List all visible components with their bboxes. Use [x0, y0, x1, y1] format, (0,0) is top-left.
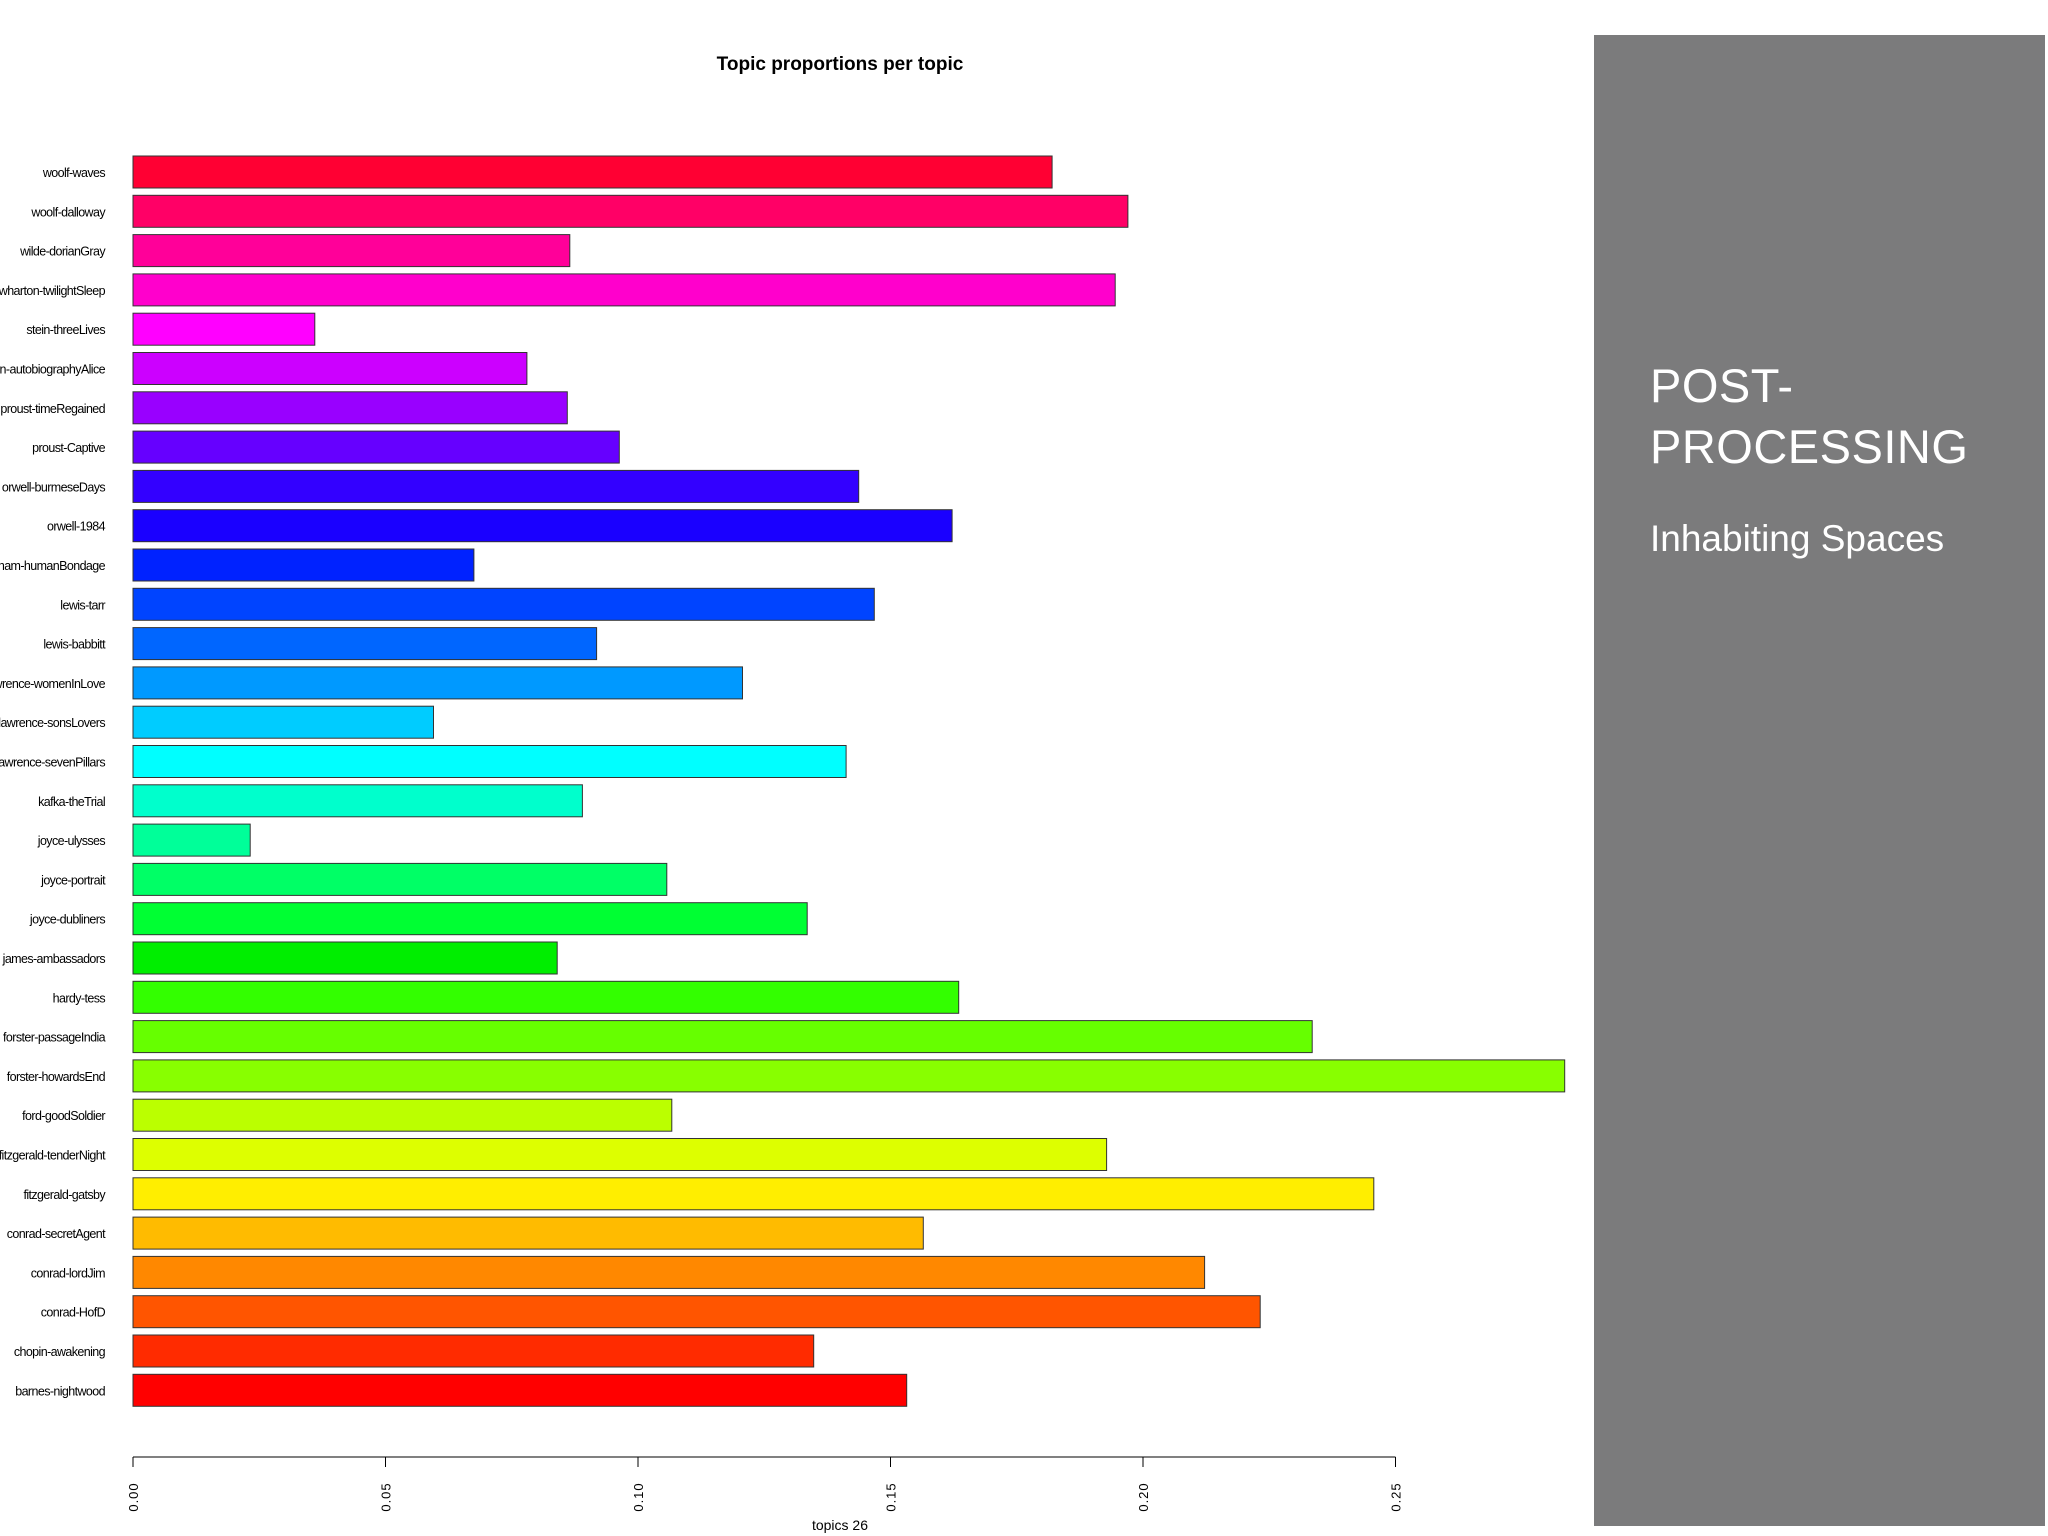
- category-label: lawrence-sonsLovers: [0, 716, 105, 730]
- bar-wilde-dorianGray: [132, 234, 571, 268]
- bar-lewis-tarr: [132, 587, 875, 621]
- bar-chart: Topic proportions per topic woolf-wavesw…: [0, 54, 1566, 1533]
- category-label: james-ambassadors: [2, 952, 106, 966]
- x-tick-label: 0.10: [631, 1482, 646, 1511]
- bar-lawrence-sevenPillars: [132, 745, 847, 778]
- bar-orwell-1984: [132, 509, 953, 543]
- category-label: lewis-tarr: [60, 598, 105, 612]
- bar-orwell-burmeseDays: [132, 469, 860, 503]
- bar-joyce-dubliners: [132, 902, 808, 936]
- category-label: proust-timeRegained: [0, 402, 105, 416]
- bar-woolf-dalloway: [132, 194, 1129, 228]
- category-label: fitzgerald-tenderNight: [0, 1149, 106, 1163]
- category-label: conrad-secretAgent: [7, 1227, 106, 1241]
- x-tick-label: 0.25: [1389, 1482, 1404, 1511]
- bar-lawrence-sonsLovers: [132, 705, 434, 739]
- slide-title: POST-PROCESSING: [1650, 359, 1969, 473]
- bars-group: [132, 155, 1566, 1407]
- category-label: wilde-dorianGray: [19, 245, 106, 259]
- bar-conrad-HofD: [132, 1295, 1261, 1329]
- category-label: proust-Captive: [32, 441, 106, 455]
- category-label: barnes-nightwood: [15, 1384, 105, 1398]
- bar-kafka-theTrial: [132, 784, 583, 818]
- bar-james-ambassadors: [132, 941, 558, 975]
- category-label: lawrence-sevenPillars: [0, 756, 105, 770]
- bar-forster-passageIndia: [132, 1020, 1313, 1054]
- category-label: stein-threeLives: [26, 323, 105, 337]
- bar-stein-autobiographyAlice: [132, 352, 528, 385]
- bar-woolf-waves: [132, 155, 1053, 189]
- bar-forster-howardsEnd: [132, 1059, 1566, 1093]
- bar-fitzgerald-tenderNight: [132, 1138, 1108, 1171]
- category-label: woolf-dalloway: [30, 205, 106, 219]
- category-label: maugham-humanBondage: [0, 559, 106, 573]
- category-label: conrad-lordJim: [31, 1266, 105, 1280]
- category-label: kafka-theTrial: [38, 795, 105, 809]
- category-label: joyce-ulysses: [37, 834, 106, 848]
- category-label: woolf-waves: [42, 166, 106, 180]
- category-label: joyce-portrait: [40, 873, 106, 887]
- side-panel: POST-PROCESSING Inhabiting Spaces: [1594, 35, 2045, 1526]
- chart-title: Topic proportions per topic: [717, 54, 964, 75]
- category-label: hardy-tess: [53, 991, 106, 1005]
- bar-maugham-humanBondage: [132, 548, 475, 582]
- category-label: orwell-burmeseDays: [2, 480, 105, 494]
- x-axis: 0.00 0.05 0.10 0.15 0.20 0.25: [126, 1456, 1404, 1512]
- category-label: lewis-babbitt: [43, 638, 106, 652]
- bar-ford-goodSoldier: [132, 1098, 673, 1132]
- bar-proust-timeRegained: [132, 391, 568, 425]
- category-labels: woolf-waves woolf-dalloway wilde-dorianGra…: [0, 166, 107, 1398]
- bar-conrad-secretAgent: [132, 1216, 924, 1250]
- bar-proust-Captive: [132, 430, 620, 464]
- category-label: wharton-twilightSleep: [0, 284, 106, 298]
- bar-chopin-awakening: [132, 1334, 815, 1368]
- category-label: chopin-awakening: [14, 1345, 106, 1359]
- bar-stein-threeLives: [132, 312, 316, 346]
- bar-lewis-babbitt: [132, 627, 598, 661]
- category-label: ford-goodSoldier: [22, 1109, 105, 1123]
- x-axis-label: topics 26: [812, 1517, 868, 1533]
- slide-subtitle: Inhabiting Spaces: [1650, 518, 1945, 559]
- bar-joyce-ulysses: [132, 823, 251, 857]
- category-label: forster-passageIndia: [3, 1031, 106, 1045]
- bar-fitzgerald-gatsby: [132, 1177, 1375, 1211]
- bar-conrad-lordJim: [132, 1255, 1206, 1289]
- category-label: conrad-HofD: [41, 1306, 106, 1320]
- x-tick-label: 0.00: [126, 1482, 141, 1511]
- bar-wharton-twilightSleep: [132, 273, 1116, 307]
- bar-hardy-tess: [132, 980, 960, 1014]
- category-label: orwell-1984: [47, 520, 106, 534]
- bar-barnes-nightwood: [132, 1373, 908, 1407]
- category-label: lawrence-womenInLove: [0, 677, 106, 691]
- category-label: stein-autobiographyAlice: [0, 363, 106, 377]
- category-label: joyce-dubliners: [29, 913, 105, 927]
- category-label: fitzgerald-gatsby: [23, 1188, 106, 1202]
- x-tick-label: 0.05: [379, 1482, 394, 1511]
- x-tick-label: 0.20: [1136, 1482, 1151, 1511]
- bar-joyce-portrait: [132, 862, 668, 896]
- bar-lawrence-womenInLove: [132, 666, 743, 700]
- x-tick-label: 0.15: [884, 1482, 899, 1511]
- category-label: forster-howardsEnd: [7, 1070, 106, 1084]
